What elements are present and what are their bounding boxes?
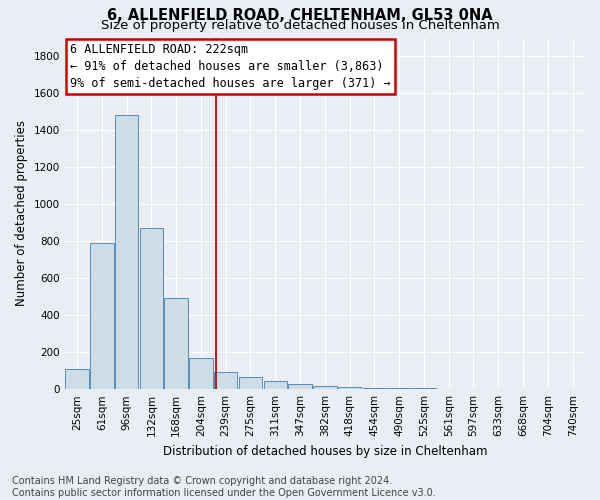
- Bar: [263, 381, 287, 389]
- Bar: [437, 388, 460, 389]
- Bar: [115, 115, 139, 389]
- Text: 6 ALLENFIELD ROAD: 222sqm
← 91% of detached houses are smaller (3,863)
9% of sem: 6 ALLENFIELD ROAD: 222sqm ← 91% of detac…: [70, 43, 391, 90]
- Bar: [362, 388, 386, 389]
- Text: Size of property relative to detached houses in Cheltenham: Size of property relative to detached ho…: [101, 18, 499, 32]
- Bar: [388, 388, 411, 389]
- Text: 6, ALLENFIELD ROAD, CHELTENHAM, GL53 0NA: 6, ALLENFIELD ROAD, CHELTENHAM, GL53 0NA: [107, 8, 493, 22]
- Bar: [164, 298, 188, 389]
- Bar: [412, 388, 436, 389]
- Bar: [313, 386, 337, 389]
- Text: Contains HM Land Registry data © Crown copyright and database right 2024.
Contai: Contains HM Land Registry data © Crown c…: [12, 476, 436, 498]
- Bar: [140, 228, 163, 389]
- Bar: [189, 358, 213, 389]
- Bar: [239, 377, 262, 389]
- Bar: [338, 388, 361, 389]
- Bar: [65, 369, 89, 389]
- Bar: [90, 243, 113, 389]
- X-axis label: Distribution of detached houses by size in Cheltenham: Distribution of detached houses by size …: [163, 444, 487, 458]
- Bar: [288, 384, 312, 389]
- Bar: [214, 372, 238, 389]
- Y-axis label: Number of detached properties: Number of detached properties: [15, 120, 28, 306]
